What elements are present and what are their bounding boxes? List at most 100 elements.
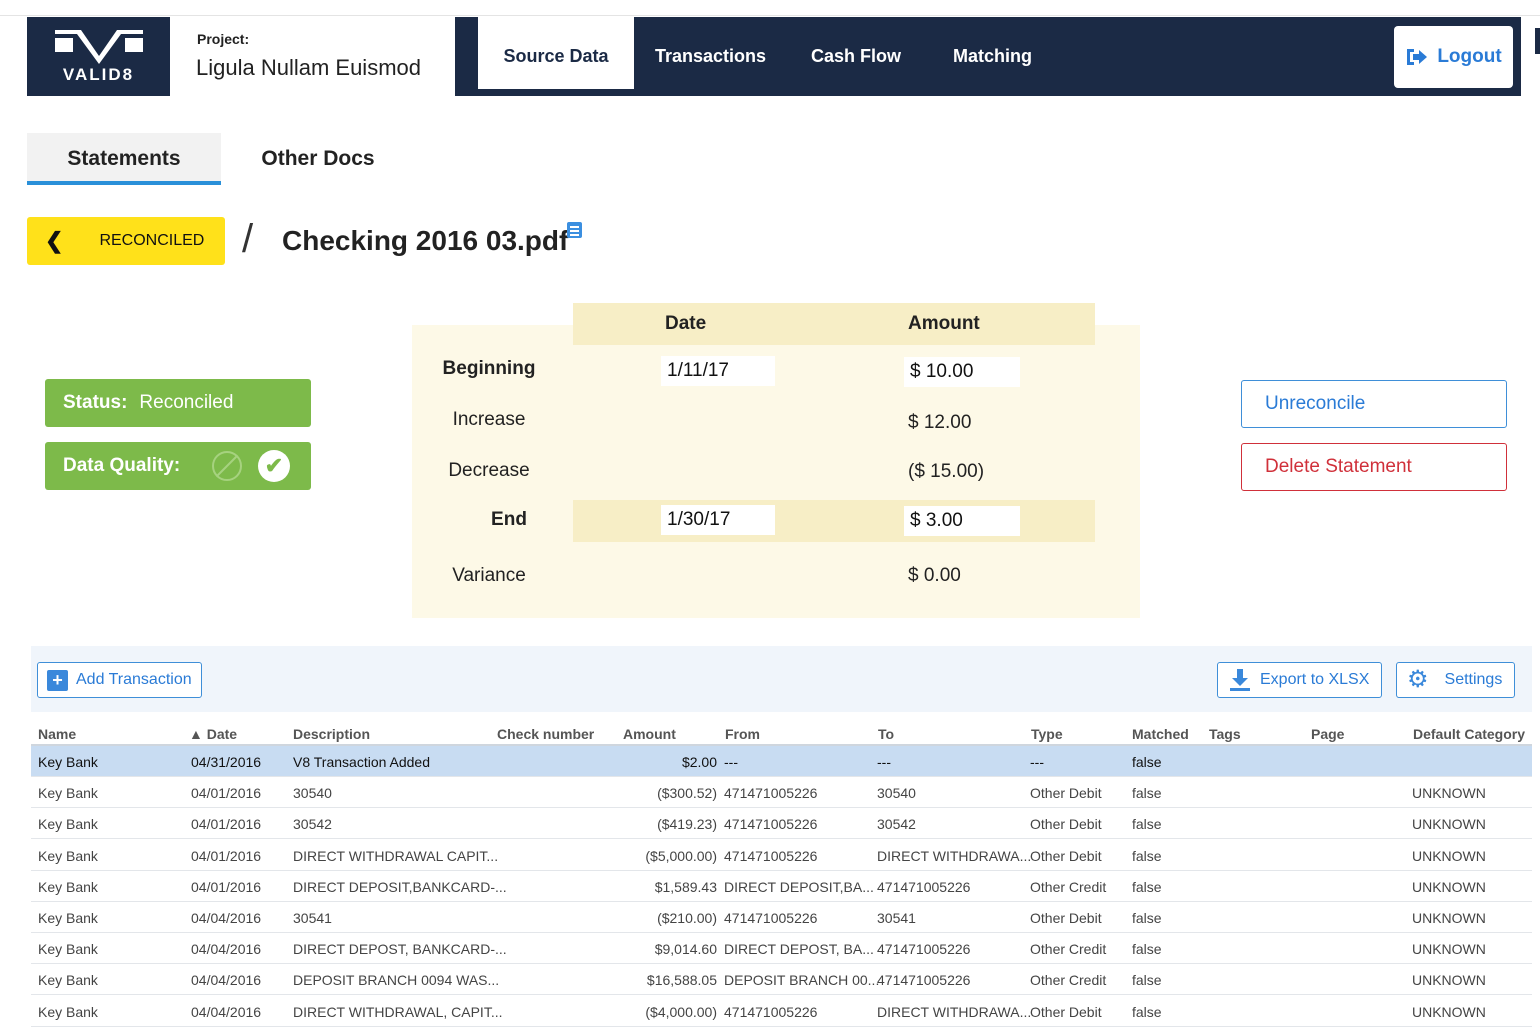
document-icon[interactable] (567, 222, 582, 238)
data-quality-badge: Data Quality: ✔ (45, 442, 311, 490)
table-header: Name ▲ Date Description Check number Amo… (31, 722, 1532, 746)
cell-to: DIRECT WITHDRAWA... (877, 1003, 1032, 1020)
cell-category: UNKNOWN (1412, 785, 1486, 802)
col-to[interactable]: To (878, 726, 895, 742)
cell-from: DIRECT DEPOSIT,BA... (724, 878, 874, 895)
table-row[interactable]: Key Bank 04/01/2016 30542 ($419.23) 47147100… (31, 808, 1532, 840)
check-circle-icon[interactable]: ✔ (258, 450, 290, 482)
col-type[interactable]: Type (1031, 726, 1063, 742)
cell-category: UNKNOWN (1412, 941, 1486, 958)
download-icon (1230, 669, 1250, 691)
cell-matched: false (1132, 1003, 1162, 1020)
col-description[interactable]: Description (293, 726, 371, 742)
cell-date: 04/01/2016 (191, 878, 262, 895)
table-row[interactable]: Key Bank 04/04/2016 DIRECT WITHDRAWAL, CAP… (31, 996, 1532, 1027)
table-row[interactable]: Key Bank 04/04/2016 DEPOSIT BRANCH 0094 WA… (31, 964, 1532, 996)
col-check-number[interactable]: Check number (497, 726, 595, 742)
window-edge (1535, 28, 1540, 54)
logo-text: VALID8 (62, 65, 135, 84)
ban-icon[interactable] (212, 451, 242, 481)
beginning-amount-field[interactable]: $ 10.00 (904, 357, 1020, 387)
summary-col-amount: Amount (908, 313, 980, 334)
cell-category: UNKNOWN (1412, 910, 1486, 926)
cell-desc: 30542 (293, 816, 332, 833)
cell-from: DEPOSIT BRANCH 00... (724, 972, 880, 989)
cell-date: 04/01/2016 (191, 847, 262, 864)
cell-category: UNKNOWN (1412, 878, 1486, 895)
summary-col-date: Date (665, 313, 707, 334)
cell-type: Other Debit (1030, 816, 1102, 833)
export-xlsx-button[interactable]: Export to XLSX (1217, 662, 1382, 698)
cell-date: 04/01/2016 (191, 816, 262, 833)
cell-matched: false (1132, 941, 1162, 958)
unreconcile-button[interactable]: Unreconcile (1241, 380, 1507, 428)
nav-tab-transactions[interactable]: Transactions (654, 46, 767, 66)
chevron-left-icon: ❮ (45, 228, 64, 253)
col-page[interactable]: Page (1311, 726, 1345, 742)
delete-statement-button[interactable]: Delete Statement (1241, 443, 1507, 491)
project-name: Ligula Nullam Euismod (196, 55, 421, 80)
cell-name: Key Bank (38, 878, 98, 895)
nav-tab-source-data[interactable]: Source Data (478, 17, 634, 89)
settings-button[interactable]: ⚙ Settings (1396, 662, 1515, 698)
cell-amount: ($4,000.00) (645, 1003, 717, 1020)
cell-desc: 30541 (293, 910, 332, 926)
table-row[interactable]: Key Bank 04/01/2016 30540 ($300.52) 47147100… (31, 777, 1532, 809)
table-row[interactable]: Key Bank 04/01/2016 DIRECT WITHDRAWAL CAPI… (31, 840, 1532, 871)
tab-other-docs[interactable]: Other Docs (261, 147, 375, 170)
data-quality-label: Data Quality: (63, 455, 181, 476)
col-from[interactable]: From (725, 726, 760, 742)
project-info: Project: Ligula Nullam Euismod (170, 17, 455, 96)
cell-type: Other Debit (1030, 785, 1102, 802)
col-tags[interactable]: Tags (1209, 726, 1241, 742)
add-transaction-button[interactable]: + Add Transaction (37, 662, 202, 698)
cell-matched: false (1132, 972, 1162, 989)
cell-desc: DIRECT WITHDRAWAL, CAPIT... (293, 1003, 503, 1020)
logout-icon (1407, 49, 1428, 65)
col-matched[interactable]: Matched (1132, 726, 1189, 742)
end-amount-field[interactable]: $ 3.00 (904, 506, 1020, 536)
top-divider (0, 15, 1540, 16)
cell-desc: DEPOSIT BRANCH 0094 WAS... (293, 972, 500, 989)
beginning-date-field[interactable]: 1/11/17 (661, 356, 775, 386)
back-reconciled-button[interactable]: ❮ RECONCILED (27, 217, 225, 265)
cell-type: Other Credit (1030, 878, 1107, 895)
end-date-field[interactable]: 1/30/17 (661, 505, 775, 535)
col-date[interactable]: ▲ Date (189, 726, 238, 742)
cell-amount: ($210.00) (657, 910, 717, 926)
cell-date: 04/04/2016 (191, 972, 262, 989)
cell-type: Other Debit (1030, 1003, 1102, 1020)
tab-statements[interactable]: Statements (27, 133, 221, 185)
cell-name: Key Bank (38, 816, 98, 833)
cell-name: Key Bank (38, 754, 98, 770)
table-row[interactable]: Key Bank 04/01/2016 DIRECT DEPOSIT,BANKCAR… (31, 871, 1532, 902)
logo[interactable]: VALID8 (27, 17, 170, 96)
cell-to: 471471005226 (877, 878, 971, 895)
table-row[interactable]: Key Bank 04/04/2016 DIRECT DEPOST, BANKCAR… (31, 933, 1532, 965)
status-badge: Status: Reconciled (45, 379, 311, 427)
nav-tab-matching[interactable]: Matching (953, 46, 1032, 66)
end-label: End (491, 509, 527, 530)
table-row[interactable]: Key Bank 04/31/2016 V8 Transaction Added $2… (31, 746, 1532, 777)
col-amount[interactable]: Amount (623, 726, 676, 742)
table-row[interactable]: Key Bank 04/04/2016 30541 ($210.00) 47147100… (31, 902, 1532, 933)
nav-tab-cash-flow[interactable]: Cash Flow (810, 46, 901, 66)
cell-amount: ($5,000.00) (645, 847, 717, 864)
variance-amount: $ 0.00 (908, 565, 961, 586)
app-header: VALID8 Project: Ligula Nullam Euismod So… (27, 17, 1521, 96)
cell-amount: ($300.52) (657, 785, 717, 802)
beginning-label: Beginning (442, 358, 536, 379)
cell-matched: false (1132, 878, 1162, 895)
logout-button[interactable]: Logout (1394, 26, 1513, 88)
cell-to: 30541 (877, 910, 916, 926)
cell-to: 471471005226 (877, 972, 971, 989)
cell-matched: false (1132, 847, 1162, 864)
cell-desc: DIRECT DEPOSIT,BANKCARD-... (293, 878, 507, 895)
cell-from: DIRECT DEPOST, BA... (724, 941, 874, 958)
gear-icon: ⚙ (1407, 666, 1429, 693)
cell-type: Other Debit (1030, 847, 1102, 864)
cell-from: 471471005226 (724, 1003, 818, 1020)
col-default-category[interactable]: Default Category (1413, 726, 1526, 742)
cell-amount: ($419.23) (657, 816, 717, 833)
col-name[interactable]: Name (38, 726, 77, 742)
